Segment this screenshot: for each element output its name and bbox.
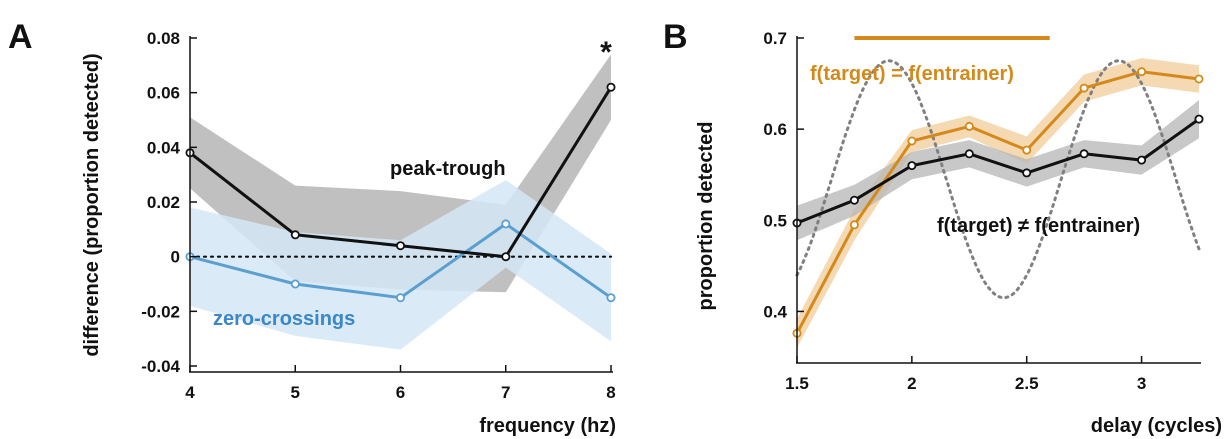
data-point	[907, 161, 917, 171]
data-point	[395, 293, 405, 303]
matched-series-label: f(target) = f(entrainer)	[810, 63, 1014, 85]
zero-crossings-series-label: zero-crossings	[213, 308, 355, 330]
data-point	[290, 279, 300, 289]
y-tick-label: 0.4	[763, 302, 787, 321]
data-point	[964, 149, 974, 159]
data-point	[501, 219, 511, 229]
data-point	[1137, 155, 1147, 165]
data-point	[1022, 168, 1032, 178]
x-tick-label: 4	[185, 383, 195, 402]
x-tick-label: 3	[1137, 374, 1146, 393]
panel-b-y-axis-label: proportion detected	[695, 122, 717, 311]
data-point	[606, 82, 616, 92]
b-series-line-1	[796, 117, 1200, 225]
b-series-line-0	[795, 70, 1200, 335]
panel-b-bands	[797, 58, 1199, 348]
peak-trough-series-label: peak-trough	[390, 158, 506, 180]
data-point	[395, 241, 405, 251]
data-point	[501, 252, 511, 262]
b-band-1	[797, 100, 1199, 241]
panel-a: A -0.04 -0.02 0 0.02 0.04 0.06 0.08 4 5 6 7 8 diffe…	[8, 18, 616, 437]
data-point	[1079, 83, 1089, 93]
panel-b-label: B	[663, 18, 688, 56]
panel-b-axes: 0.4 0.5 0.6 0.7 1.5 2 2.5 3	[763, 29, 1201, 393]
panel-a-axes: -0.04 -0.02 0 0.02 0.04 0.06 0.08 4 5 6 7 8	[141, 29, 615, 402]
y-tick-label: 0	[171, 248, 180, 267]
data-point	[1079, 149, 1089, 159]
data-point	[606, 293, 616, 303]
data-point	[290, 230, 300, 240]
x-tick-label: 2	[907, 374, 916, 393]
significance-asterisk: *	[600, 36, 612, 69]
x-tick-label: 6	[396, 383, 405, 402]
data-point	[964, 121, 974, 131]
panel-b: B 0.4 0.5 0.6 0.7 1.5 2 2.5 3 proportion detect…	[663, 18, 1222, 437]
y-tick-label: 0.7	[763, 29, 787, 48]
unmatched-series-label: f(target) ≠ f(entrainer)	[937, 215, 1140, 237]
y-tick-label: -0.04	[141, 357, 180, 376]
y-tick-label: 0.04	[147, 138, 181, 157]
data-point	[1194, 114, 1204, 124]
x-tick-label: 8	[606, 383, 615, 402]
data-point	[849, 220, 859, 230]
panel-b-lines	[792, 67, 1204, 338]
x-tick-label: 1.5	[785, 374, 809, 393]
y-tick-label: 0.5	[763, 211, 787, 230]
data-point	[907, 136, 917, 146]
panel-a-label: A	[8, 18, 33, 56]
panel-a-x-axis-label: frequency (hz)	[479, 415, 616, 437]
data-point	[1022, 145, 1032, 155]
panel-a-y-axis-label: difference (proportion detected)	[81, 53, 103, 356]
y-tick-label: -0.02	[141, 302, 180, 321]
data-point	[1194, 74, 1204, 84]
panel-b-x-axis-label: delay (cycles)	[1091, 415, 1222, 437]
y-tick-label: 0.02	[147, 193, 180, 212]
x-tick-label: 2.5	[1015, 374, 1039, 393]
x-tick-label: 5	[291, 383, 300, 402]
y-tick-label: 0.6	[763, 120, 787, 139]
data-point	[849, 195, 859, 205]
panel-b-reference-sinusoid	[795, 59, 1201, 300]
x-tick-label: 7	[501, 383, 510, 402]
y-tick-label: 0.06	[147, 84, 180, 103]
b-band-0	[797, 58, 1199, 348]
y-tick-label: 0.08	[147, 29, 180, 48]
panel-a-lines	[185, 82, 616, 303]
data-point	[1137, 67, 1147, 77]
